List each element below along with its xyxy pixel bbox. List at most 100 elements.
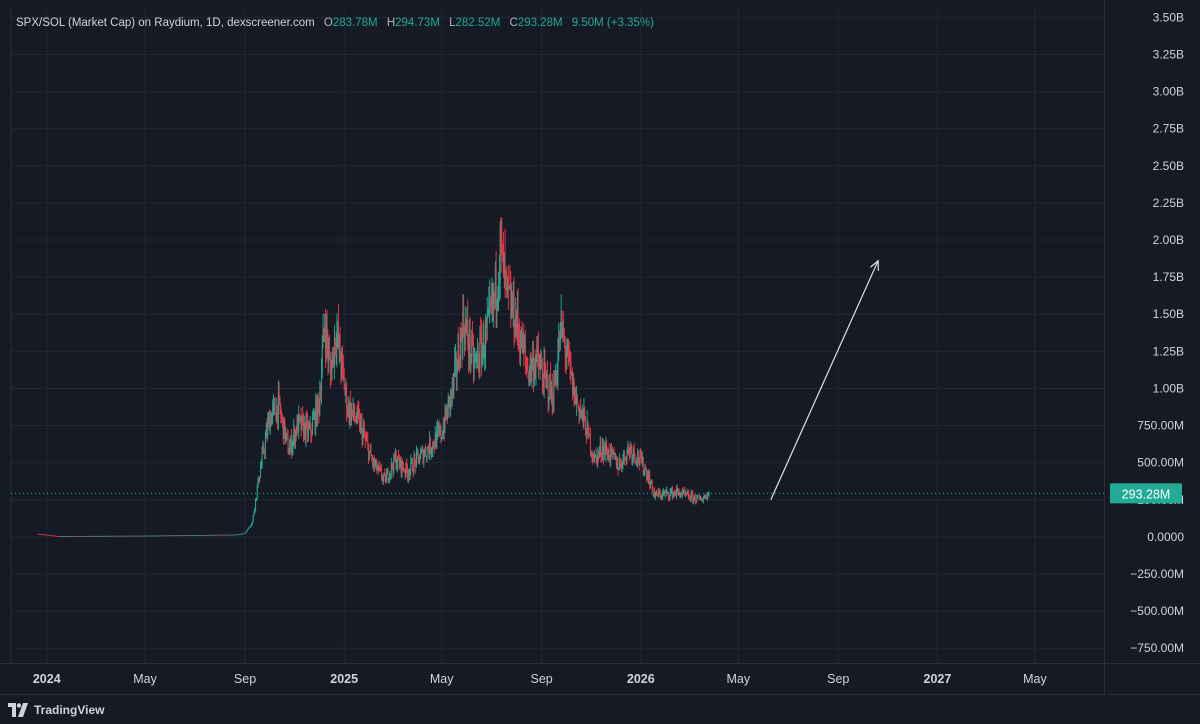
candle-body	[443, 427, 445, 432]
candle-body	[200, 535, 202, 536]
candle-body	[358, 412, 360, 415]
candle-body	[392, 467, 394, 472]
candle-body	[273, 402, 275, 404]
candle-body	[464, 329, 465, 345]
candle-body	[384, 473, 386, 475]
candle-body	[460, 332, 462, 337]
candle-body	[562, 327, 564, 334]
candle-body	[42, 534, 44, 536]
candle-body	[197, 535, 199, 536]
candle-body	[202, 535, 204, 536]
candle-body	[381, 477, 383, 480]
candle-body	[117, 535, 119, 537]
candle-body	[706, 494, 708, 500]
candle-body	[429, 438, 430, 455]
candle-body	[459, 332, 461, 369]
candle-body	[153, 535, 155, 537]
candle-body	[615, 455, 617, 460]
candle-body	[118, 535, 120, 537]
candle-body	[334, 338, 336, 349]
candle-body	[478, 367, 480, 369]
candle-body	[474, 358, 476, 363]
candle-body	[288, 453, 290, 455]
candle-body	[381, 469, 383, 478]
candle-body	[325, 324, 327, 352]
candle-body	[98, 535, 100, 537]
candle-body	[77, 535, 79, 537]
candle-body	[394, 454, 396, 461]
candle-body	[55, 535, 57, 537]
candle-body	[92, 535, 94, 537]
candle-body	[82, 535, 83, 537]
candle-body	[199, 535, 201, 536]
tradingview-footer[interactable]: TradingView	[8, 701, 104, 719]
candle-body	[83, 535, 85, 537]
candle-body	[342, 354, 344, 363]
candle-body	[476, 353, 478, 357]
candle-body	[373, 458, 375, 466]
candle-body	[519, 336, 521, 354]
candle-body	[365, 439, 367, 440]
candle-body	[526, 364, 528, 371]
candle-body	[300, 416, 302, 430]
legend-change: 9.50M (+3.35%)	[571, 17, 654, 29]
candle-body	[58, 536, 60, 537]
candle-body	[605, 444, 607, 455]
candle-body	[263, 446, 265, 453]
candle-body	[644, 468, 646, 472]
candle-body	[503, 256, 505, 278]
candle-body	[49, 535, 51, 536]
trend-arrow-line[interactable]	[770, 260, 879, 500]
candle-body	[222, 534, 224, 536]
candle-body	[268, 415, 270, 422]
candle-body	[258, 477, 260, 482]
candle-body	[56, 535, 57, 537]
candle-body	[174, 535, 176, 537]
candle-body	[403, 467, 404, 471]
candle-body	[150, 535, 152, 537]
candle-body	[129, 535, 131, 537]
candle-body	[313, 413, 315, 418]
candle-body	[561, 311, 563, 334]
candle-body	[515, 313, 517, 336]
last-price-tag[interactable]	[1110, 483, 1182, 504]
candle-body	[345, 385, 347, 390]
candle-body	[469, 329, 471, 360]
candle-body	[457, 344, 459, 370]
candle-body	[162, 535, 164, 537]
candle-body	[659, 492, 661, 498]
candle-body	[507, 276, 509, 287]
candle-body	[280, 409, 282, 418]
candle-body	[585, 434, 587, 439]
candle-body	[255, 498, 257, 509]
candle-body	[654, 491, 656, 498]
candle-body	[498, 286, 500, 299]
candle-body	[367, 440, 369, 445]
candle-body	[447, 398, 449, 418]
y-tick-label: −500.00M	[1130, 604, 1184, 618]
candle-body	[96, 535, 98, 537]
candle-body	[68, 536, 70, 537]
candle-body	[238, 534, 239, 535]
candle-body	[604, 446, 606, 455]
candle-body	[76, 536, 78, 537]
x-tick-label: May	[726, 672, 750, 686]
candle-body	[143, 535, 144, 537]
candle-body	[294, 429, 296, 444]
candle-body	[156, 535, 158, 537]
candle-body	[133, 535, 135, 537]
candle-body	[267, 421, 269, 436]
candle-body	[576, 397, 578, 403]
candle-body	[426, 447, 428, 458]
candle-body	[149, 535, 151, 537]
candle-body	[461, 336, 463, 353]
candle-body	[291, 446, 293, 454]
candle-body	[342, 362, 344, 373]
candle-body	[254, 508, 256, 512]
candle-body	[409, 469, 411, 476]
candle-body	[307, 420, 309, 436]
candle-body	[571, 372, 573, 373]
